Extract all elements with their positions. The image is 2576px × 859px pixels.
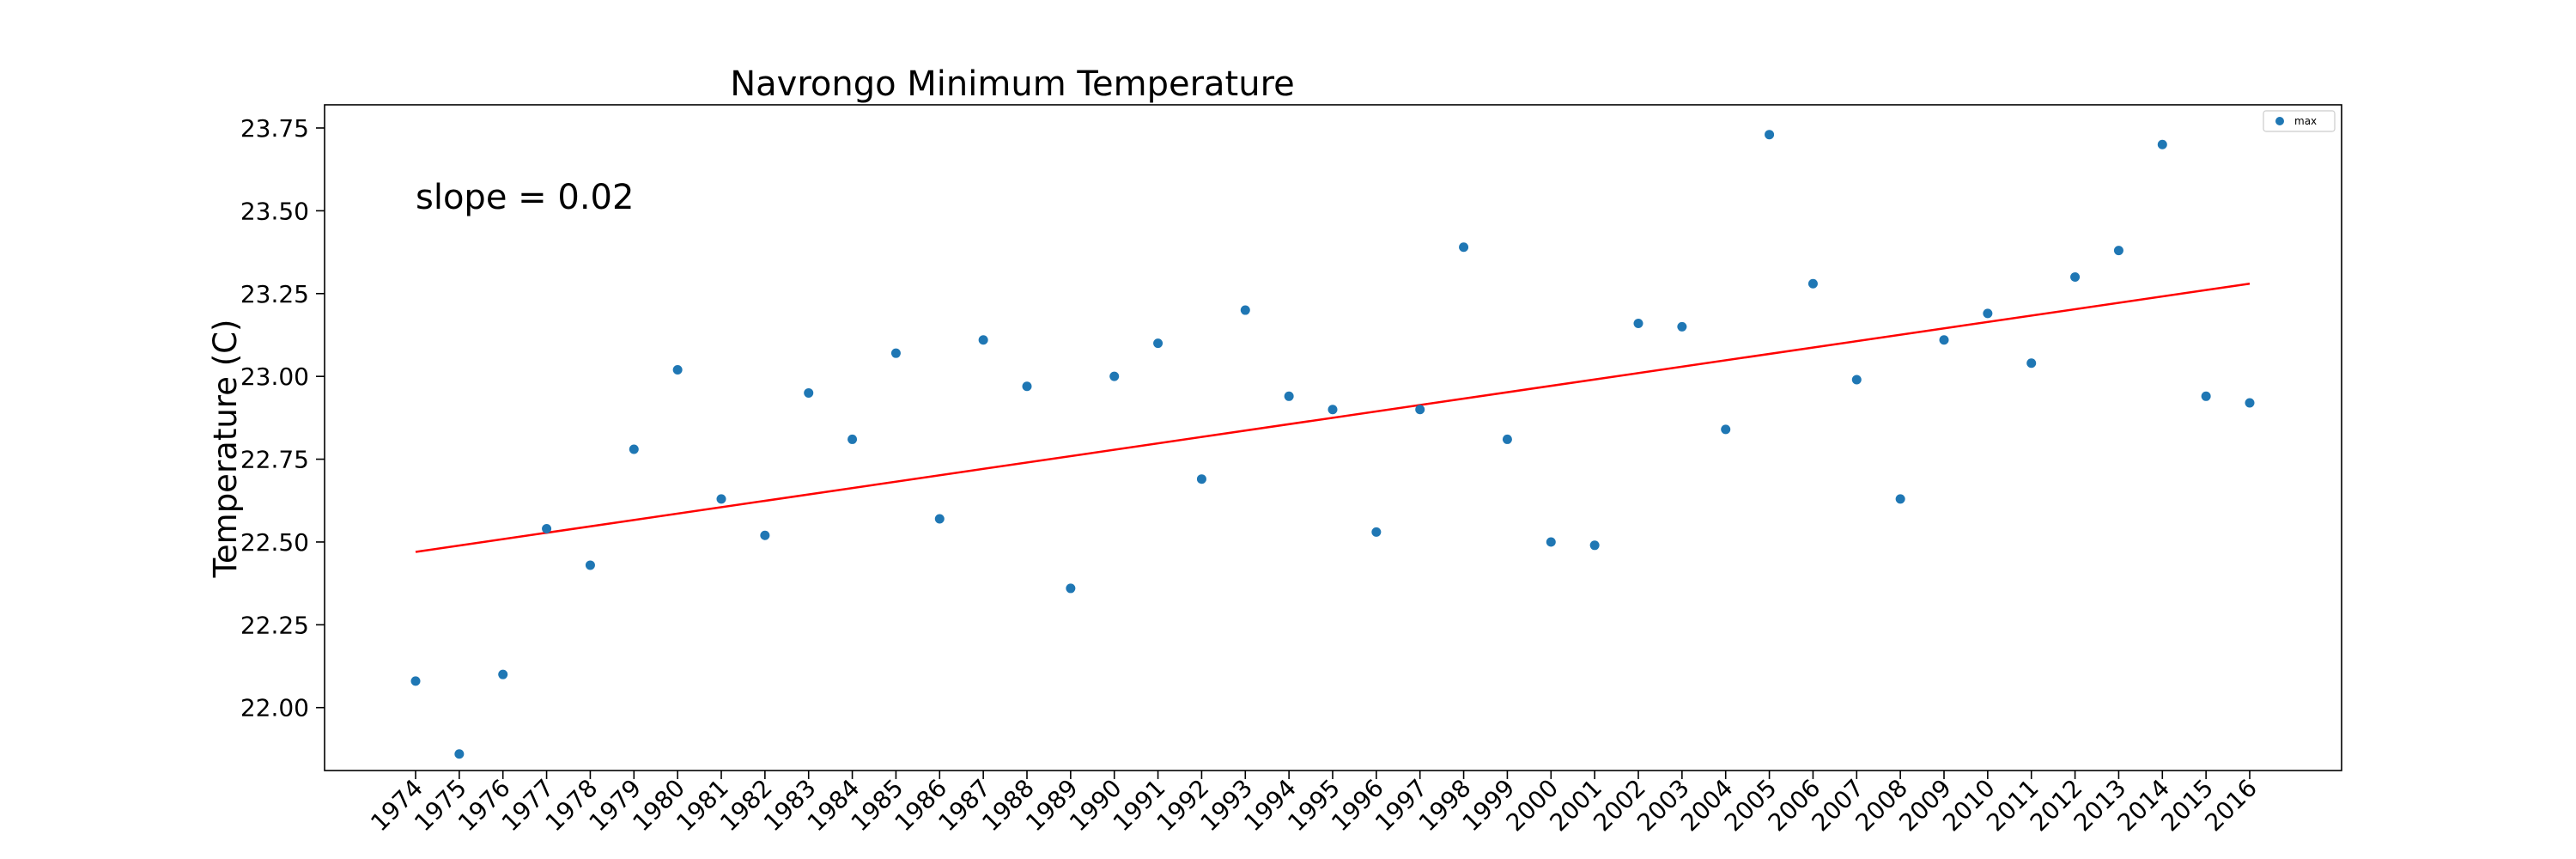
legend: max (2263, 110, 2336, 132)
data-point (1546, 537, 1556, 547)
data-point (1895, 494, 1905, 504)
data-point (890, 348, 901, 358)
data-point (1109, 371, 1120, 381)
y-tick-label: 23.50 (240, 197, 309, 225)
data-point (848, 434, 858, 444)
data-point (1022, 381, 1032, 392)
y-tick-label: 22.50 (240, 528, 309, 557)
data-point (1240, 305, 1250, 315)
y-axis-ticks: 22.00 22.25 22.50 22.75 23.00 23.25 23.50 23.75 (240, 114, 325, 722)
data-point (1415, 405, 1425, 415)
data-point (1327, 405, 1338, 415)
data-points (410, 130, 2255, 759)
y-tick-label: 22.25 (240, 611, 309, 639)
data-point (629, 444, 639, 454)
data-point (585, 560, 595, 570)
y-tick-label: 23.00 (240, 362, 309, 391)
data-point (1983, 308, 1993, 319)
data-point (1721, 424, 1731, 435)
legend-label: max (2294, 115, 2317, 127)
data-point (2113, 246, 2123, 256)
data-point (2201, 391, 2211, 401)
data-point (2026, 358, 2037, 369)
data-point (1459, 242, 1469, 253)
data-point (1807, 278, 1818, 289)
data-point (1677, 321, 1687, 332)
data-point (934, 514, 945, 524)
legend-box (2263, 110, 2336, 132)
trend-line (415, 282, 2251, 553)
data-point (1284, 391, 1294, 401)
data-point (454, 749, 465, 759)
plot-frame (324, 104, 2342, 771)
data-point (1502, 434, 1512, 444)
data-point (1765, 130, 1775, 140)
data-point (1066, 583, 1076, 594)
y-tick-label: 22.75 (240, 446, 309, 474)
data-point (2070, 271, 2081, 282)
data-point (2245, 398, 2255, 408)
y-tick-label: 23.75 (240, 114, 309, 143)
data-point (1851, 375, 1862, 385)
data-point (2157, 139, 2167, 149)
data-point (672, 364, 683, 375)
data-point (716, 494, 726, 504)
data-point (410, 676, 421, 686)
y-axis-label: Temperature (C) (207, 320, 244, 579)
data-point (1633, 318, 1643, 328)
data-point (1371, 527, 1382, 537)
data-point (760, 530, 770, 540)
data-point (804, 387, 814, 398)
y-tick-label: 23.25 (240, 280, 309, 308)
data-point (1153, 338, 1163, 349)
slope-annotation: slope = 0.02 (416, 178, 634, 217)
data-point (1196, 474, 1206, 484)
data-point (498, 669, 508, 679)
data-point (1589, 540, 1600, 551)
data-point (1939, 335, 1949, 345)
y-tick-label: 22.00 (240, 694, 309, 722)
legend-marker (2275, 117, 2284, 125)
data-point (542, 524, 552, 534)
data-point (978, 335, 988, 345)
chart-title: Navrongo Minimum Temperature (730, 64, 1295, 104)
